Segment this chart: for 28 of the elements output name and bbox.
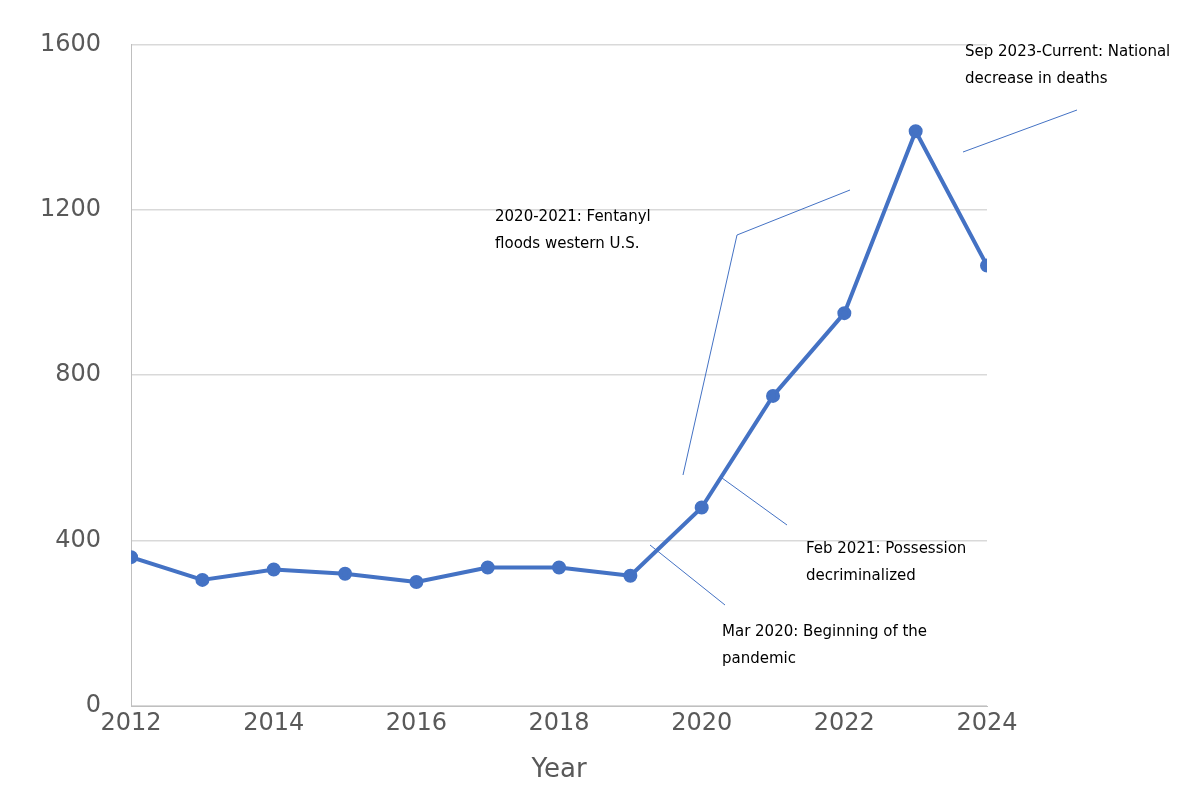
- x-tick-label: 2022: [813, 707, 875, 736]
- annotation: Mar 2020: Beginning of the pandemic: [722, 622, 928, 668]
- x-tick-label: 2024: [956, 707, 1018, 736]
- x-axis-title: Year: [530, 753, 587, 784]
- point: [480, 560, 495, 575]
- x-tick-label: 2020: [671, 707, 733, 736]
- point: [694, 500, 709, 515]
- point: [552, 560, 567, 575]
- x-tick-label: 2014: [243, 707, 305, 736]
- x-tick-label: 2012: [100, 707, 162, 736]
- y-tick-label: 0: [85, 690, 102, 719]
- point: [338, 566, 353, 581]
- y-tick-label: 800: [55, 359, 102, 388]
- point: [766, 388, 781, 403]
- point: [837, 306, 852, 321]
- y-tick-label: 400: [55, 524, 102, 553]
- y-tick-label: 1600: [40, 28, 102, 57]
- x-tick-label: 2016: [385, 707, 447, 736]
- point: [266, 562, 281, 577]
- annotation: Feb 2021: Possession decriminalized: [806, 539, 967, 585]
- point: [409, 574, 424, 589]
- y-tick-label: 1200: [40, 194, 102, 223]
- x-tick-label: 2018: [528, 707, 590, 736]
- point: [908, 124, 923, 139]
- annotation: 2020-2021: Fentanyl floods western U.S.: [495, 207, 651, 253]
- point: [195, 572, 210, 587]
- point: [623, 568, 638, 583]
- annotation: Sep 2023-Current: National decrease in deaths: [965, 42, 1171, 88]
